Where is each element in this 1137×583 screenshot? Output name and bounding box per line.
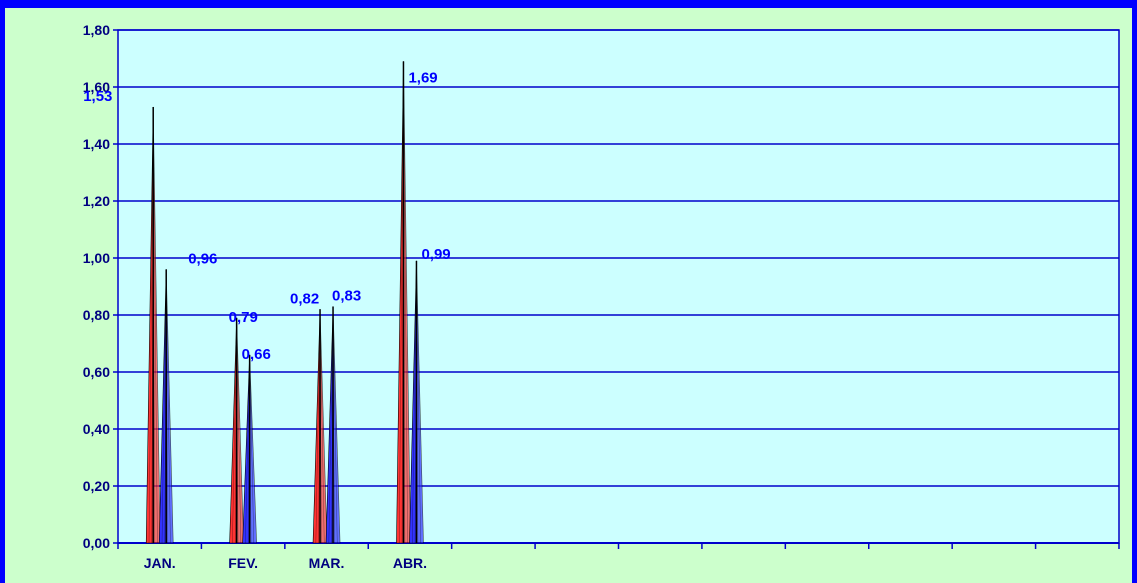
y-tick-label: 1,00 xyxy=(83,250,110,266)
data-label: 0,79 xyxy=(229,309,258,326)
y-tick-label: 1,80 xyxy=(83,22,110,38)
y-tick-label: 0,40 xyxy=(83,421,110,437)
x-category-label: MAR. xyxy=(309,555,345,571)
x-category-label: JAN. xyxy=(144,555,176,571)
cone-bar xyxy=(409,260,424,544)
y-tick-label: 0,20 xyxy=(83,478,110,494)
y-tick-label: 1,20 xyxy=(83,193,110,209)
plot-area xyxy=(117,29,1120,544)
data-label: 0,96 xyxy=(188,250,217,267)
y-axis: 0,00 0,20 0,40 0,60 0,80 1,00 1,20 1,40 1,60 1,80 xyxy=(83,22,118,551)
data-label: 1,53 xyxy=(83,88,112,105)
y-tick-label: 0,00 xyxy=(83,535,110,551)
x-category-label: FEV. xyxy=(228,555,258,571)
data-labels: 1,53 0,79 0,82 1,69 0,96 0,66 0,83 0,99 xyxy=(83,69,450,363)
bars xyxy=(145,61,424,544)
cone-bar xyxy=(325,306,341,544)
y-tick-label: 1,60 xyxy=(83,79,110,95)
data-label: 0,99 xyxy=(421,246,450,263)
cone-bar xyxy=(145,106,161,544)
x-axis: JAN. FEV. MAR. ABR. xyxy=(117,542,1120,571)
y-tick-label: 1,40 xyxy=(83,136,110,152)
cone-bar xyxy=(312,309,328,544)
cone-bar xyxy=(396,61,411,544)
data-label: 0,83 xyxy=(332,287,361,304)
y-tick-label: 0,80 xyxy=(83,307,110,323)
data-label: 0,66 xyxy=(242,346,271,363)
x-category-label: ABR. xyxy=(393,555,427,571)
cone-bar xyxy=(158,269,174,544)
chart-frame: 0,00 0,20 0,40 0,60 0,80 1,00 1,20 1,40 1,60 1,80… xyxy=(5,8,1132,583)
data-label: 0,82 xyxy=(290,290,319,307)
y-tick-label: 0,60 xyxy=(83,364,110,380)
data-label: 1,69 xyxy=(408,69,437,86)
bar-chart: 0,00 0,20 0,40 0,60 0,80 1,00 1,20 1,40 1,60 1,80… xyxy=(83,22,1120,571)
cone-bar xyxy=(229,317,244,544)
gridlines xyxy=(118,29,1119,487)
cone-bar xyxy=(242,354,257,544)
